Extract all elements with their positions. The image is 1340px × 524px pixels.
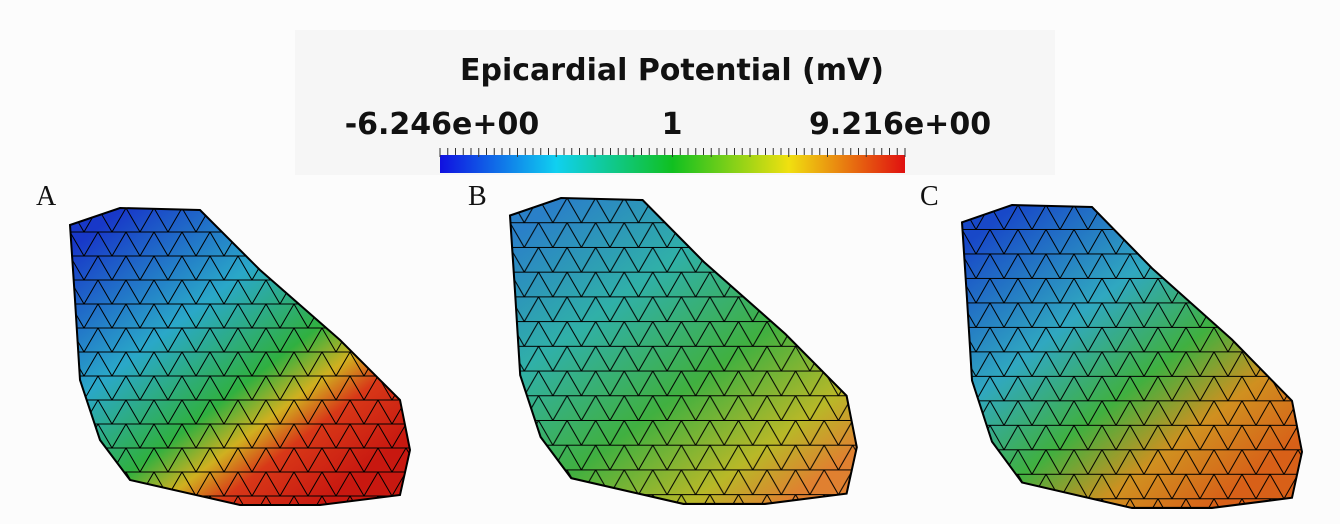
colorbar-mid-label: 1 xyxy=(662,107,683,142)
colorbar-panel xyxy=(295,30,1055,175)
colorbar-min-label: -6.246e+00 xyxy=(345,107,540,142)
heart-a xyxy=(69,207,411,506)
colorbar-max-label: 9.216e+00 xyxy=(809,107,991,142)
colorbar xyxy=(440,155,905,173)
heart-c xyxy=(960,203,1304,509)
panel-label: A xyxy=(36,181,57,212)
colorbar-ticks xyxy=(439,148,906,157)
heart-b xyxy=(508,196,858,505)
panel-label: C xyxy=(920,181,939,212)
colorbar-title: Epicardial Potential (mV) xyxy=(460,53,884,88)
panel-label: B xyxy=(468,181,487,212)
